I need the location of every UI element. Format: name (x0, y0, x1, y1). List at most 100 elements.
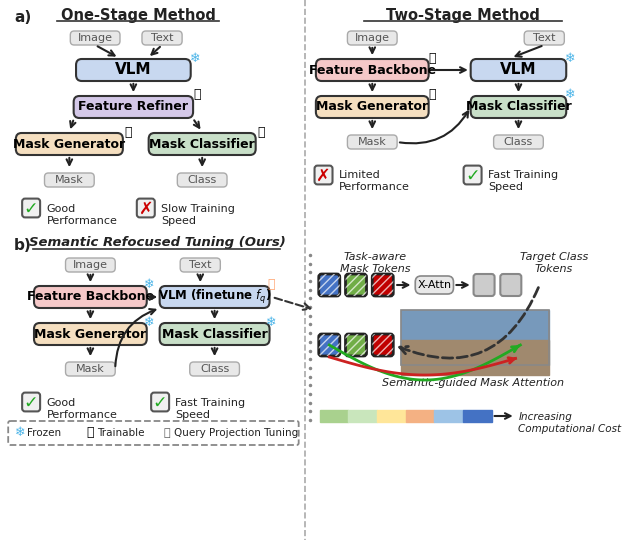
Text: Two-Stage Method: Two-Stage Method (386, 8, 540, 23)
Text: Mask Generator: Mask Generator (13, 137, 125, 150)
FancyBboxPatch shape (142, 31, 182, 45)
FancyBboxPatch shape (500, 274, 522, 296)
Text: Mask: Mask (55, 175, 84, 185)
Text: 🔥: 🔥 (429, 51, 436, 64)
Text: Frozen: Frozen (28, 428, 61, 438)
FancyBboxPatch shape (319, 334, 340, 356)
Text: 🔥: 🔥 (194, 89, 201, 102)
Text: Feature Refiner: Feature Refiner (78, 101, 188, 114)
FancyBboxPatch shape (70, 31, 120, 45)
Text: Mask: Mask (358, 137, 387, 147)
FancyBboxPatch shape (76, 59, 191, 81)
Text: Limited
Performance: Limited Performance (339, 170, 410, 192)
FancyBboxPatch shape (22, 393, 40, 411)
Text: Class: Class (504, 137, 533, 147)
Text: VLM (finetune $f_q$): VLM (finetune $f_q$) (157, 288, 271, 306)
Text: ✓: ✓ (24, 200, 38, 218)
FancyBboxPatch shape (65, 362, 115, 376)
FancyBboxPatch shape (470, 96, 566, 118)
FancyBboxPatch shape (180, 258, 220, 272)
Text: Text: Text (189, 260, 211, 270)
Text: Mask: Mask (76, 364, 105, 374)
Text: ✓: ✓ (465, 167, 480, 185)
Text: Query Projection Tuning: Query Projection Tuning (175, 428, 299, 438)
Text: Mask Classifier: Mask Classifier (162, 327, 268, 340)
Text: Fast Training
Speed: Fast Training Speed (488, 170, 558, 192)
FancyArrowPatch shape (275, 298, 310, 310)
Text: a): a) (14, 10, 31, 25)
Text: ❄: ❄ (565, 51, 575, 64)
FancyBboxPatch shape (148, 133, 256, 155)
Bar (377, 410, 406, 422)
FancyBboxPatch shape (316, 59, 429, 81)
Text: Class: Class (200, 364, 229, 374)
Text: Mask Classifier: Mask Classifier (149, 137, 255, 150)
Text: VLM: VLM (115, 63, 152, 77)
FancyBboxPatch shape (316, 96, 429, 118)
Text: ❄: ❄ (266, 315, 276, 328)
Bar (406, 410, 435, 422)
Text: ❄: ❄ (145, 315, 155, 328)
FancyBboxPatch shape (74, 96, 193, 118)
FancyBboxPatch shape (470, 59, 566, 81)
Text: ✗: ✗ (316, 167, 331, 185)
FancyBboxPatch shape (524, 31, 564, 45)
Text: Fast Training
Speed: Fast Training Speed (175, 398, 246, 420)
FancyBboxPatch shape (189, 362, 239, 376)
Text: 🔥: 🔥 (268, 279, 275, 292)
FancyBboxPatch shape (415, 276, 454, 294)
Text: Semantic Refocused Tuning (Ours): Semantic Refocused Tuning (Ours) (29, 236, 285, 249)
Text: 🔥: 🔥 (125, 126, 132, 138)
FancyBboxPatch shape (65, 258, 115, 272)
FancyBboxPatch shape (463, 166, 481, 184)
FancyBboxPatch shape (151, 393, 169, 411)
Text: 🔥: 🔥 (258, 126, 265, 138)
Text: ❄: ❄ (145, 279, 155, 292)
FancyBboxPatch shape (137, 199, 155, 217)
Text: 🔥: 🔥 (429, 89, 436, 102)
FancyBboxPatch shape (319, 274, 340, 296)
Text: Increasing
Computational Cost: Increasing Computational Cost (518, 412, 621, 433)
Text: Mask Generator: Mask Generator (316, 101, 428, 114)
Text: 🔥: 🔥 (163, 428, 170, 438)
Text: ✓: ✓ (24, 394, 38, 412)
Bar (435, 410, 463, 422)
Text: Feature Backbone: Feature Backbone (308, 63, 436, 76)
Text: b): b) (14, 238, 32, 253)
Bar (320, 410, 348, 422)
FancyBboxPatch shape (474, 274, 495, 296)
Text: X-Attn: X-Attn (417, 280, 451, 290)
FancyArrowPatch shape (115, 309, 156, 366)
Text: Mask Classifier: Mask Classifier (465, 101, 572, 114)
FancyBboxPatch shape (45, 173, 94, 187)
FancyBboxPatch shape (159, 286, 269, 308)
Text: Class: Class (188, 175, 217, 185)
FancyBboxPatch shape (348, 135, 397, 149)
Text: Image: Image (77, 33, 113, 43)
Text: ✗: ✗ (138, 200, 153, 218)
FancyBboxPatch shape (348, 31, 397, 45)
Text: VLM: VLM (500, 63, 537, 77)
Bar (401, 340, 549, 375)
Text: Slow Training
Speed: Slow Training Speed (161, 204, 235, 226)
Text: Semantic-guided Mask Attention: Semantic-guided Mask Attention (381, 378, 564, 388)
Text: Text: Text (533, 33, 556, 43)
Text: Feature Backbone: Feature Backbone (27, 291, 154, 304)
FancyBboxPatch shape (346, 274, 367, 296)
Text: Target Class
Tokens: Target Class Tokens (520, 252, 588, 274)
Text: 🔥: 🔥 (86, 426, 94, 439)
Text: Trainable: Trainable (97, 428, 145, 438)
Text: ❄: ❄ (565, 89, 575, 102)
FancyArrowPatch shape (400, 111, 468, 143)
Text: Task-aware
Mask Tokens: Task-aware Mask Tokens (340, 252, 410, 274)
FancyBboxPatch shape (372, 274, 394, 296)
Bar (348, 410, 377, 422)
Bar (463, 410, 492, 422)
FancyBboxPatch shape (22, 199, 40, 217)
FancyBboxPatch shape (34, 286, 147, 308)
FancyBboxPatch shape (493, 135, 543, 149)
Text: Good
Performance: Good Performance (47, 398, 117, 420)
FancyBboxPatch shape (346, 334, 367, 356)
FancyArrowPatch shape (400, 288, 538, 358)
Text: One-Stage Method: One-Stage Method (61, 8, 216, 23)
